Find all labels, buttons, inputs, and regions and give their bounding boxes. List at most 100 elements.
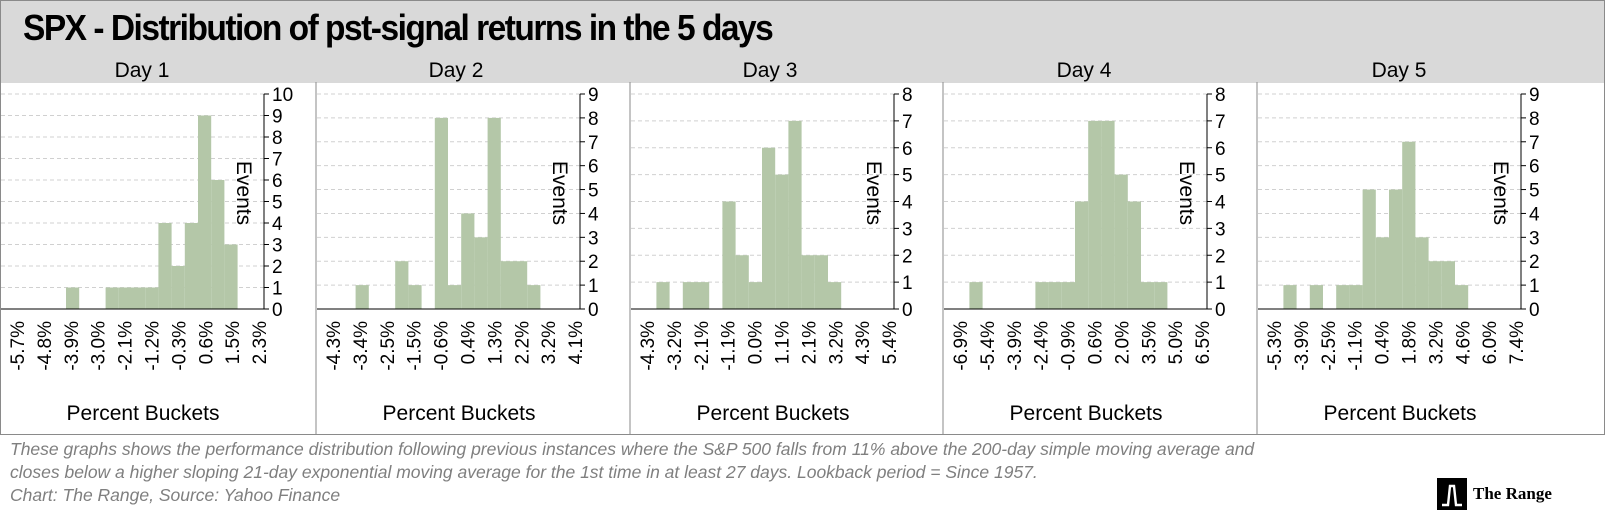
y-tick-label: 0 — [588, 300, 599, 321]
histogram-bar — [748, 282, 762, 309]
histogram-bar — [145, 287, 159, 309]
y-tick-label: 5 — [1529, 181, 1540, 202]
y-axis-label: Events — [548, 161, 571, 225]
y-tick-label: 5 — [588, 181, 599, 202]
y-tick-label: 3 — [1529, 228, 1540, 249]
y-tick-label: 7 — [272, 150, 283, 171]
x-tick-label: 6.5% — [1193, 321, 1214, 364]
y-tick-label: 2 — [902, 246, 913, 267]
x-tick-label: 2.2% — [512, 321, 533, 364]
y-tick-label: 6 — [1529, 157, 1540, 178]
histogram-bar — [775, 174, 789, 309]
x-tick-label: 6.0% — [1480, 321, 1501, 364]
x-tick-label: -2.1% — [116, 321, 137, 371]
histogram-bar — [814, 255, 828, 309]
x-tick-label: 1.5% — [223, 321, 244, 364]
histogram-bar — [735, 255, 749, 309]
caption-line-3: Chart: The Range, Source: Yahoo Finance — [10, 485, 341, 505]
histogram-bar — [1114, 174, 1128, 309]
histogram-bar — [1101, 120, 1115, 309]
x-axis-label: Percent Buckets — [383, 402, 536, 425]
x-tick-label: 1.8% — [1400, 321, 1421, 364]
title-bar: SPX - Distribution of pst-signal returns… — [1, 1, 1604, 83]
x-tick-label: -3.9% — [1292, 321, 1313, 371]
histogram-bar — [118, 287, 132, 309]
histogram-bar — [1154, 282, 1168, 309]
y-tick-label: 4 — [1529, 204, 1540, 225]
panel-title-day-4: Day 4 — [1056, 59, 1112, 82]
histogram-bar — [1375, 237, 1389, 309]
histogram-bar — [722, 201, 736, 309]
y-tick-label: 9 — [1529, 85, 1540, 106]
histogram-bar — [198, 115, 212, 309]
x-tick-label: -1.2% — [143, 321, 164, 371]
histogram-bar — [969, 282, 983, 309]
x-tick-label: 3.2% — [1426, 321, 1447, 364]
histogram-bar — [1455, 285, 1469, 309]
y-tick-label: 7 — [588, 133, 599, 154]
x-tick-label: 7.4% — [1507, 321, 1528, 364]
y-tick-label: 3 — [588, 228, 599, 249]
y-tick-label: 6 — [588, 157, 599, 178]
x-tick-label: 2.0% — [1112, 321, 1133, 364]
x-tick-label: -3.2% — [665, 321, 686, 371]
x-tick-label: -3.9% — [1005, 321, 1026, 371]
y-tick-label: 3 — [272, 236, 283, 257]
x-tick-label: 3.2% — [826, 321, 847, 364]
x-tick-label: -2.5% — [378, 321, 399, 371]
x-tick-label: 5.4% — [880, 321, 901, 364]
histogram-bar — [1309, 285, 1323, 309]
y-tick-label: 8 — [588, 109, 599, 130]
histogram-bar — [105, 287, 119, 309]
y-tick-label: 10 — [272, 85, 293, 106]
caption-line-2: closes below a higher sloping 21-day exp… — [10, 462, 1038, 482]
y-tick-label: 8 — [272, 128, 283, 149]
histogram-bar — [1035, 282, 1049, 309]
histogram-bar — [171, 266, 185, 309]
y-tick-label: 2 — [588, 252, 599, 273]
x-tick-label: -0.3% — [169, 321, 190, 371]
histogram-bar — [696, 282, 710, 309]
histogram-bar — [487, 117, 501, 309]
x-tick-label: -1.1% — [719, 321, 740, 371]
y-tick-label: 3 — [1215, 219, 1226, 240]
panel-title-day-2: Day 2 — [428, 59, 484, 82]
x-tick-label: 5.0% — [1166, 321, 1187, 364]
histogram-bar — [461, 213, 475, 309]
y-tick-label: 6 — [272, 171, 283, 192]
histogram-bar — [514, 261, 528, 309]
histogram-bar — [1415, 237, 1429, 309]
x-tick-label: -2.4% — [1032, 321, 1053, 371]
x-tick-label: -0.6% — [432, 321, 453, 371]
histogram-bar — [355, 285, 369, 309]
main-title: SPX - Distribution of pst-signal returns… — [23, 7, 774, 48]
y-tick-label: 1 — [272, 279, 283, 300]
histogram-bar — [1428, 261, 1442, 309]
x-tick-label: 4.1% — [566, 321, 587, 364]
x-tick-label: 3.5% — [1139, 321, 1160, 364]
y-tick-label: 9 — [588, 85, 599, 106]
histogram-bar — [448, 285, 462, 309]
chart-frame: SPX - Distribution of pst-signal returns… — [0, 0, 1605, 435]
x-tick-label: -3.4% — [351, 321, 372, 371]
y-tick-label: 4 — [588, 204, 599, 225]
histogram-bar — [1389, 189, 1403, 309]
histogram-bar — [224, 244, 238, 309]
x-axis-label: Percent Buckets — [1010, 402, 1163, 425]
x-tick-label: 0.0% — [746, 321, 767, 364]
histogram-bar — [1088, 120, 1102, 309]
histogram-bar — [474, 237, 488, 309]
x-tick-label: -2.5% — [1319, 321, 1340, 371]
x-tick-label: -3.0% — [89, 321, 110, 371]
histogram-bar — [1283, 285, 1297, 309]
x-tick-label: -4.8% — [35, 321, 56, 371]
y-tick-label: 8 — [1215, 85, 1226, 106]
histogram-bar — [682, 282, 696, 309]
histogram-bar — [408, 285, 422, 309]
x-tick-label: 4.3% — [853, 321, 874, 364]
histogram-bar — [828, 282, 842, 309]
histogram-bar — [788, 120, 802, 309]
y-axis-label: Events — [232, 161, 255, 225]
histogram-bar — [656, 282, 670, 309]
